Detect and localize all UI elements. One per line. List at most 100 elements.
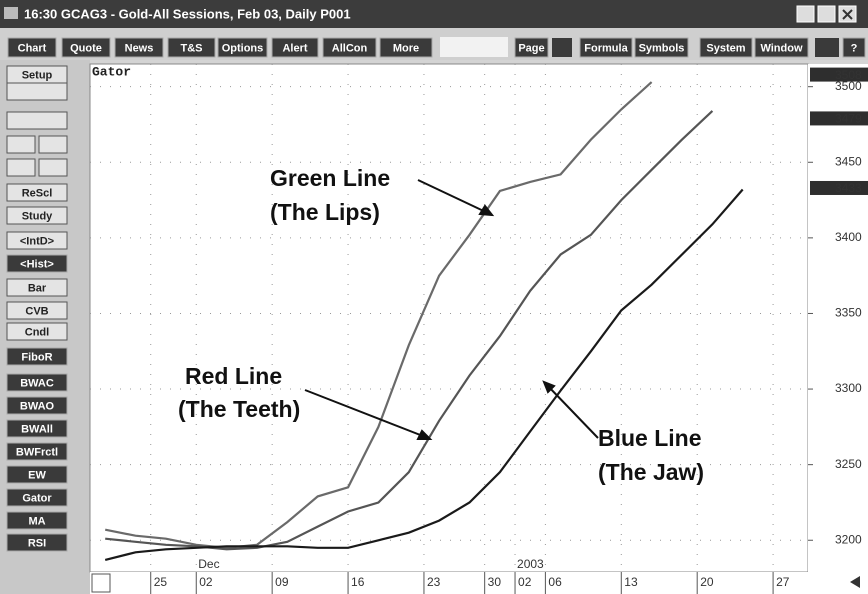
button[interactable] bbox=[114, 37, 164, 58]
button[interactable] bbox=[6, 465, 68, 484]
button[interactable] bbox=[754, 37, 809, 58]
annotation: Green Line bbox=[270, 165, 390, 191]
button[interactable] bbox=[61, 37, 111, 58]
chart-layer: 3200 3250 3300 3350 3400 3450 3500 25 02 09 16 23 30… bbox=[90, 64, 868, 594]
button-label: Setup bbox=[22, 69, 53, 81]
x-tick-label: 27 bbox=[776, 575, 790, 589]
price-flag bbox=[810, 67, 868, 82]
button[interactable] bbox=[6, 231, 68, 250]
close-icon bbox=[842, 9, 853, 20]
icon-button[interactable] bbox=[38, 158, 68, 177]
price-flag bbox=[810, 111, 868, 126]
annotation-arrows bbox=[304, 179, 599, 440]
button-label: BWAC bbox=[20, 377, 54, 389]
arrow bbox=[545, 383, 599, 439]
button[interactable] bbox=[167, 37, 216, 58]
button-label: BWAO bbox=[20, 400, 55, 412]
button-label: More bbox=[393, 42, 419, 54]
button[interactable] bbox=[6, 533, 68, 552]
minimize-button[interactable] bbox=[796, 5, 815, 23]
price-axis bbox=[808, 64, 868, 572]
button-label: Alert bbox=[282, 42, 307, 54]
button-label: System bbox=[706, 42, 745, 54]
button-label: <Hist> bbox=[20, 258, 54, 270]
button-label: T&S bbox=[181, 42, 203, 54]
button[interactable] bbox=[379, 37, 433, 58]
icon-button[interactable] bbox=[6, 158, 36, 177]
plot-area bbox=[89, 63, 809, 573]
button[interactable] bbox=[6, 419, 68, 438]
icon-button[interactable] bbox=[6, 135, 36, 154]
button[interactable] bbox=[6, 442, 68, 461]
button-label: AllCon bbox=[332, 42, 368, 54]
indicator-line bbox=[104, 188, 744, 561]
button-label: MA bbox=[28, 515, 45, 527]
y-tick-label: 3250 bbox=[835, 457, 862, 471]
maximize-button[interactable] bbox=[817, 5, 836, 23]
button[interactable] bbox=[699, 37, 753, 58]
button[interactable] bbox=[6, 254, 68, 273]
y-tick-label: 3350 bbox=[835, 306, 862, 320]
y-tick-label: 3200 bbox=[835, 532, 862, 546]
button-label: Options bbox=[222, 42, 264, 54]
button[interactable] bbox=[6, 183, 68, 202]
button[interactable] bbox=[6, 373, 68, 392]
button[interactable] bbox=[514, 37, 549, 58]
button[interactable] bbox=[6, 488, 68, 507]
button-label: Study bbox=[22, 210, 53, 222]
annotation: (The Jaw) bbox=[598, 459, 704, 485]
icon-button[interactable] bbox=[552, 38, 572, 57]
period-label: Dec bbox=[198, 557, 219, 571]
button[interactable] bbox=[217, 37, 268, 58]
arrow bbox=[417, 179, 491, 215]
button[interactable] bbox=[6, 301, 68, 320]
annotation: Red Line bbox=[185, 363, 282, 389]
icon-button[interactable] bbox=[6, 82, 68, 101]
button-label: RSI bbox=[28, 537, 46, 549]
window-title: 16:30 GCAG3 - Gold-All Sessions, Feb 03,… bbox=[24, 6, 351, 21]
annotation: Blue Line bbox=[598, 425, 702, 451]
date-axis bbox=[90, 572, 868, 594]
arrowhead bbox=[416, 429, 433, 440]
button-label: Cndl bbox=[25, 326, 49, 338]
x-tick-label: 20 bbox=[700, 575, 714, 589]
x-tick-label: 02 bbox=[518, 575, 532, 589]
button[interactable] bbox=[6, 347, 68, 366]
button[interactable] bbox=[6, 322, 68, 341]
button-label: Quote bbox=[70, 42, 102, 54]
button[interactable] bbox=[7, 37, 57, 58]
x-tick-label: 16 bbox=[351, 575, 365, 589]
scroll-arrow[interactable] bbox=[850, 576, 860, 588]
button-label: ReScl bbox=[22, 187, 53, 199]
button[interactable] bbox=[6, 206, 68, 225]
button[interactable] bbox=[842, 37, 866, 58]
button[interactable] bbox=[6, 511, 68, 530]
button-label: CVB bbox=[25, 305, 48, 317]
button[interactable] bbox=[579, 37, 633, 58]
icon-button[interactable] bbox=[38, 135, 68, 154]
x-tick-label: 23 bbox=[427, 575, 441, 589]
icon-button[interactable] bbox=[815, 38, 839, 57]
button[interactable] bbox=[634, 37, 689, 58]
period-label: 2003 bbox=[517, 557, 544, 571]
indicator-line bbox=[104, 81, 653, 549]
button[interactable] bbox=[6, 278, 68, 297]
toolbar-field bbox=[440, 37, 508, 57]
button-label: EW bbox=[28, 469, 46, 481]
x-tick-label: 25 bbox=[154, 575, 168, 589]
arrow bbox=[304, 389, 429, 439]
button-label: BWAll bbox=[21, 423, 53, 435]
arrowhead bbox=[542, 380, 556, 394]
button[interactable] bbox=[271, 37, 319, 58]
title-bar bbox=[0, 0, 868, 28]
corner-box bbox=[91, 573, 111, 593]
icon-button[interactable] bbox=[6, 111, 68, 130]
button[interactable] bbox=[6, 396, 68, 415]
button-label: BWFrctl bbox=[16, 446, 58, 458]
y-tick-label: 3500 bbox=[835, 79, 862, 93]
annotation: (The Lips) bbox=[270, 199, 380, 225]
app-icon bbox=[4, 7, 18, 19]
button[interactable] bbox=[322, 37, 377, 58]
arrowhead bbox=[478, 204, 495, 217]
